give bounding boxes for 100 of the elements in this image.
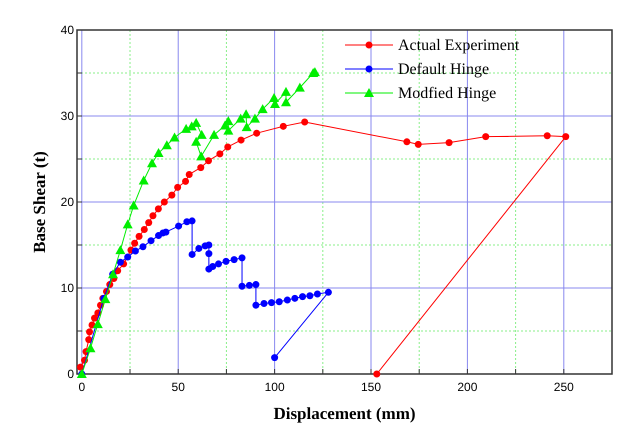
point — [196, 130, 207, 139]
point — [482, 133, 490, 140]
point — [124, 254, 132, 261]
point — [268, 299, 276, 306]
point — [138, 176, 149, 184]
point — [191, 136, 202, 146]
point — [148, 237, 155, 244]
point — [280, 97, 291, 106]
point — [238, 282, 246, 290]
point — [294, 82, 305, 92]
point — [238, 254, 246, 262]
y-tick-label: 30 — [60, 109, 74, 123]
x-tick-label: 250 — [554, 380, 574, 394]
point — [181, 124, 192, 133]
x-tick-label: 0 — [78, 380, 86, 394]
point — [91, 314, 98, 322]
point — [122, 219, 133, 228]
point — [209, 130, 220, 139]
point — [284, 296, 291, 304]
point — [215, 260, 222, 268]
point — [115, 245, 126, 254]
point — [250, 114, 260, 123]
point — [195, 244, 202, 252]
legend-label: Actual Experiment — [398, 37, 520, 54]
point — [271, 354, 278, 362]
x-axis-title: Displacement (mm) — [273, 404, 416, 423]
point — [186, 170, 193, 178]
point — [403, 138, 410, 146]
point — [562, 133, 570, 140]
point — [276, 298, 283, 306]
point — [306, 292, 314, 300]
point — [373, 370, 380, 378]
point — [223, 126, 234, 135]
point — [128, 200, 139, 210]
x-tick-label: 100 — [264, 380, 285, 394]
y-tick-label: 40 — [60, 23, 74, 37]
point — [242, 122, 252, 132]
point — [149, 212, 156, 220]
point — [168, 192, 176, 199]
y-tick-label: 10 — [60, 281, 74, 295]
point — [188, 250, 196, 258]
point — [76, 364, 84, 371]
point — [258, 104, 268, 114]
point — [224, 143, 232, 150]
x-tick-label: 50 — [172, 380, 186, 394]
point — [136, 232, 143, 240]
point — [92, 319, 103, 328]
point — [116, 258, 124, 266]
y-tick-label: 20 — [60, 195, 74, 209]
point — [299, 293, 306, 300]
point — [260, 300, 268, 307]
point — [132, 248, 139, 255]
point — [145, 219, 152, 226]
x-tick-label: 200 — [457, 380, 478, 394]
point — [291, 294, 298, 302]
point — [446, 139, 453, 146]
x-tick-label: 150 — [360, 380, 382, 394]
point — [238, 136, 245, 144]
point — [140, 226, 148, 234]
point — [154, 148, 164, 157]
legend-label: Modfied Hinge — [398, 85, 496, 102]
point — [175, 222, 182, 230]
point — [314, 290, 321, 298]
point — [241, 109, 252, 118]
point — [246, 282, 253, 289]
point — [86, 328, 94, 336]
point — [170, 132, 180, 142]
point — [280, 122, 287, 130]
point — [252, 302, 260, 309]
point — [188, 217, 196, 224]
point — [182, 178, 190, 185]
point — [162, 228, 170, 236]
point — [324, 288, 332, 296]
point — [209, 263, 216, 270]
point — [100, 294, 110, 304]
y-axis-title: Base Shear (t) — [30, 151, 49, 253]
legend-label: Default Hinge — [398, 61, 490, 78]
point — [301, 118, 308, 126]
point — [174, 184, 182, 191]
point — [85, 343, 96, 352]
point — [216, 150, 224, 158]
point — [252, 281, 260, 288]
point — [197, 164, 204, 172]
point — [139, 243, 146, 250]
point — [204, 157, 212, 164]
point — [146, 158, 157, 168]
point — [280, 86, 291, 96]
point — [205, 242, 212, 248]
point — [414, 140, 422, 148]
point — [154, 205, 162, 212]
point — [544, 132, 551, 140]
point — [205, 250, 212, 258]
point — [196, 151, 206, 160]
y-tick-label: 0 — [67, 367, 74, 381]
point — [236, 114, 246, 123]
point — [222, 258, 230, 265]
point — [160, 198, 168, 206]
point — [131, 240, 138, 247]
point — [162, 140, 172, 150]
point — [230, 256, 238, 264]
